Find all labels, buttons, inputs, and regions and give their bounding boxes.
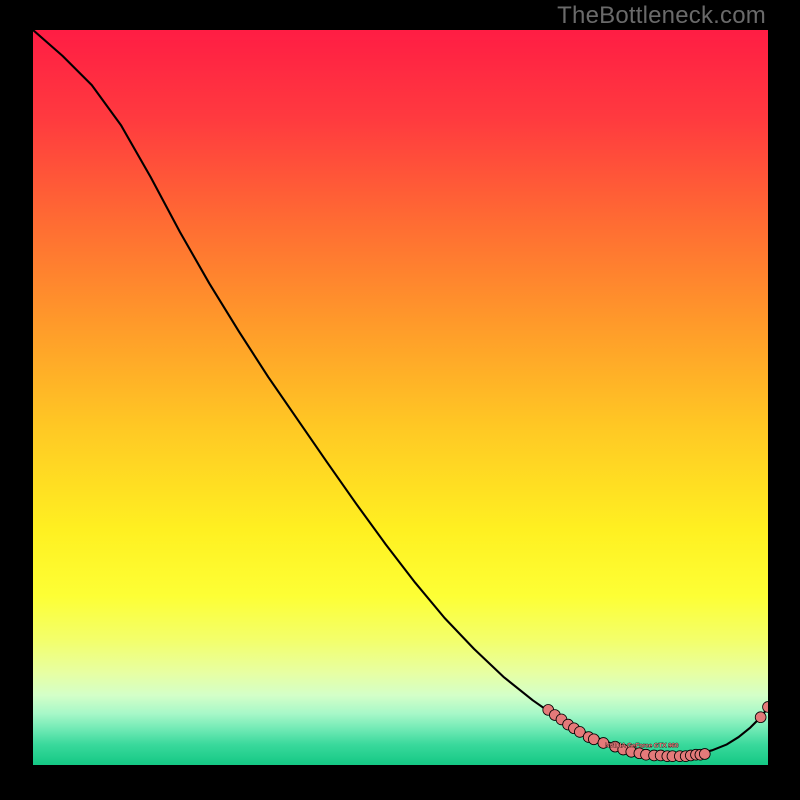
data-point xyxy=(699,749,710,760)
plot-svg: NVIDIA GeForce GTX 960 xyxy=(33,30,768,765)
attribution-text: TheBottleneck.com xyxy=(557,2,766,30)
series-label: NVIDIA GeForce GTX 960 xyxy=(605,742,679,749)
data-point xyxy=(755,712,766,723)
plot-area: NVIDIA GeForce GTX 960 xyxy=(33,30,768,765)
heatmap-rect xyxy=(33,30,768,765)
frame: TheBottleneck.com NVIDIA GeForce GTX 960 xyxy=(0,0,800,800)
